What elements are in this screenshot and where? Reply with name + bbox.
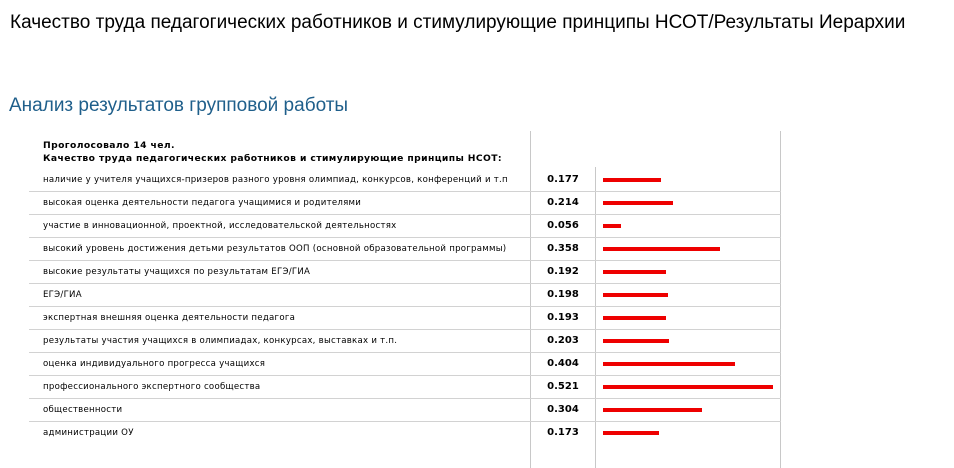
row-label: высокие результаты учащихся по результат…: [43, 267, 311, 277]
row-label: профессионального экспертного сообщества: [43, 382, 261, 392]
row-bar: [603, 293, 668, 297]
table-row: ЕГЭ/ГИА 0.198: [29, 283, 781, 307]
row-label: наличие у учителя учащихся-призеров разн…: [43, 175, 508, 185]
column-divider-bar: [595, 167, 596, 468]
column-divider-value: [530, 131, 531, 468]
row-value: 0.358: [547, 243, 579, 254]
row-bar: [603, 362, 735, 366]
row-value: 0.203: [547, 335, 579, 346]
table-row: профессионального экспертного сообщества…: [29, 375, 781, 399]
row-value: 0.192: [547, 266, 579, 277]
section-title: Анализ результатов групповой работы: [9, 95, 349, 116]
row-value: 0.521: [547, 381, 579, 392]
row-bar: [603, 178, 661, 182]
row-label: оценка индивидуального прогресса учащихс…: [43, 359, 266, 369]
table-row: результаты участия учащихся в олимпиадах…: [29, 329, 781, 353]
row-label: экспертная внешняя оценка деятельности п…: [43, 313, 296, 323]
table-header: Проголосовало 14 чел. Качество труда пед…: [43, 139, 502, 165]
row-bar: [603, 339, 669, 343]
row-bar: [603, 431, 659, 435]
row-value: 0.177: [547, 174, 579, 185]
row-label: ЕГЭ/ГИА: [43, 290, 82, 300]
row-bar: [603, 408, 702, 412]
row-value: 0.304: [547, 404, 579, 415]
row-value: 0.404: [547, 358, 579, 369]
row-label: высокая оценка деятельности педагога уча…: [43, 198, 362, 208]
row-bar: [603, 385, 773, 389]
row-bar: [603, 247, 720, 251]
row-label: общественности: [43, 405, 123, 415]
row-value: 0.193: [547, 312, 579, 323]
table-row: экспертная внешняя оценка деятельности п…: [29, 306, 781, 330]
results-table: Проголосовало 14 чел. Качество труда пед…: [29, 131, 781, 468]
row-value: 0.198: [547, 289, 579, 300]
table-row: наличие у учителя учащихся-призеров разн…: [29, 168, 781, 192]
row-bar: [603, 316, 666, 320]
row-bar: [603, 224, 621, 228]
question-title: Качество труда педагогических работников…: [43, 153, 502, 164]
row-label: результаты участия учащихся в олимпиадах…: [43, 336, 398, 346]
row-label: высокий уровень достижения детьми резуль…: [43, 244, 507, 254]
table-row: высокая оценка деятельности педагога уча…: [29, 191, 781, 215]
table-row: участие в инновационной, проектной, иссл…: [29, 214, 781, 238]
voted-count: Проголосовало 14 чел.: [43, 140, 175, 151]
column-divider-right: [780, 131, 781, 468]
row-bar: [603, 270, 666, 274]
row-value: 0.056: [547, 220, 579, 231]
table-row: высокий уровень достижения детьми резуль…: [29, 237, 781, 261]
row-label: участие в инновационной, проектной, иссл…: [43, 221, 397, 231]
table-row: общественности 0.304: [29, 398, 781, 422]
table-row: оценка индивидуального прогресса учащихс…: [29, 352, 781, 376]
page-title: Качество труда педагогических работников…: [10, 12, 906, 33]
table-row: администрации ОУ 0.173: [29, 421, 781, 444]
row-value: 0.173: [547, 427, 579, 438]
table-row: высокие результаты учащихся по результат…: [29, 260, 781, 284]
row-bar: [603, 201, 673, 205]
row-label: администрации ОУ: [43, 428, 134, 438]
row-value: 0.214: [547, 197, 579, 208]
